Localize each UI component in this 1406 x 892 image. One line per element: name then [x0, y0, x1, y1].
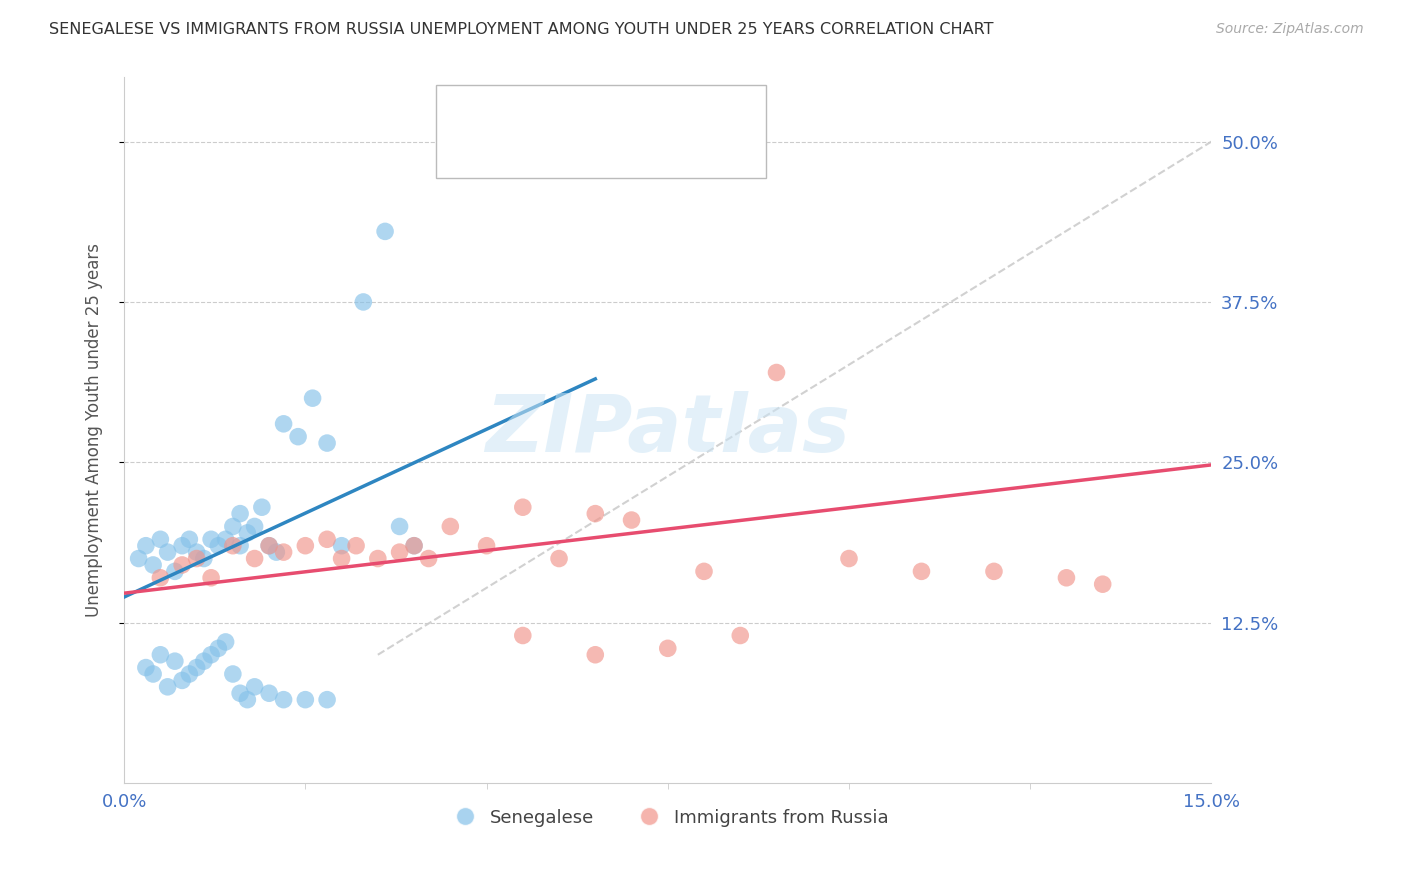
- Point: [1091, 577, 1114, 591]
- Point: [222, 519, 245, 533]
- Point: [730, 628, 752, 642]
- Point: [193, 654, 215, 668]
- Point: [135, 660, 157, 674]
- Point: [418, 551, 440, 566]
- Text: SENEGALESE VS IMMIGRANTS FROM RUSSIA UNEMPLOYMENT AMONG YOUTH UNDER 25 YEARS COR: SENEGALESE VS IMMIGRANTS FROM RUSSIA UNE…: [49, 22, 994, 37]
- Point: [236, 525, 259, 540]
- Point: [388, 519, 411, 533]
- Point: [620, 513, 643, 527]
- Point: [475, 539, 498, 553]
- Point: [266, 545, 288, 559]
- Point: [257, 539, 280, 553]
- Point: [179, 533, 201, 547]
- Text: ●: ●: [461, 156, 479, 176]
- Point: [838, 551, 860, 566]
- Text: ●: ●: [461, 101, 479, 120]
- Y-axis label: Unemployment Among Youth under 25 years: Unemployment Among Youth under 25 years: [86, 244, 103, 617]
- Point: [163, 565, 186, 579]
- Point: [374, 224, 396, 238]
- Point: [172, 673, 194, 688]
- Text: N =: N =: [609, 161, 661, 178]
- Text: ZIPatlas: ZIPatlas: [485, 392, 851, 469]
- Point: [548, 551, 571, 566]
- Point: [200, 648, 222, 662]
- Point: [186, 545, 208, 559]
- Point: [367, 551, 389, 566]
- Point: [388, 545, 411, 559]
- Point: [172, 539, 194, 553]
- Point: [128, 551, 150, 566]
- Point: [156, 545, 179, 559]
- Text: 0.506: 0.506: [543, 105, 605, 124]
- Point: [243, 551, 266, 566]
- Point: [404, 539, 426, 553]
- Point: [257, 686, 280, 700]
- Text: R =: R =: [492, 105, 531, 123]
- Point: [512, 628, 534, 642]
- Point: [222, 539, 245, 553]
- Point: [200, 533, 222, 547]
- Point: [765, 366, 787, 380]
- Point: [172, 558, 194, 572]
- Point: [316, 692, 339, 706]
- Point: [142, 667, 165, 681]
- Point: [243, 680, 266, 694]
- Text: Source: ZipAtlas.com: Source: ZipAtlas.com: [1216, 22, 1364, 37]
- Point: [257, 539, 280, 553]
- Point: [149, 533, 172, 547]
- Point: [207, 539, 229, 553]
- Text: 33: 33: [675, 161, 702, 179]
- Point: [186, 660, 208, 674]
- Point: [243, 519, 266, 533]
- Point: [207, 641, 229, 656]
- Point: [250, 500, 273, 515]
- Point: [163, 654, 186, 668]
- Point: [657, 641, 679, 656]
- Point: [301, 391, 323, 405]
- Text: 50: 50: [675, 105, 702, 124]
- Point: [273, 545, 295, 559]
- Point: [294, 692, 316, 706]
- Point: [439, 519, 461, 533]
- Point: [294, 539, 316, 553]
- Point: [330, 551, 353, 566]
- Point: [330, 539, 353, 553]
- Point: [186, 551, 208, 566]
- Point: [214, 635, 236, 649]
- Point: [193, 551, 215, 566]
- Point: [179, 667, 201, 681]
- Point: [273, 417, 295, 431]
- Point: [149, 648, 172, 662]
- Point: [583, 648, 606, 662]
- Point: [983, 565, 1005, 579]
- Point: [316, 533, 339, 547]
- Point: [352, 295, 374, 310]
- Point: [316, 436, 339, 450]
- Point: [583, 507, 606, 521]
- Text: 0.425: 0.425: [543, 161, 605, 179]
- Legend: Senegalese, Immigrants from Russia: Senegalese, Immigrants from Russia: [440, 802, 896, 834]
- Point: [273, 692, 295, 706]
- Point: [693, 565, 716, 579]
- Point: [344, 539, 367, 553]
- Point: [214, 533, 236, 547]
- Point: [229, 539, 252, 553]
- Point: [512, 500, 534, 515]
- Point: [1054, 571, 1077, 585]
- Point: [404, 539, 426, 553]
- Point: [135, 539, 157, 553]
- Point: [229, 686, 252, 700]
- Point: [910, 565, 932, 579]
- Point: [236, 692, 259, 706]
- Text: R =: R =: [492, 161, 531, 178]
- Point: [222, 667, 245, 681]
- Text: N =: N =: [609, 105, 661, 123]
- Point: [149, 571, 172, 585]
- Point: [156, 680, 179, 694]
- Point: [287, 430, 309, 444]
- Point: [142, 558, 165, 572]
- Point: [200, 571, 222, 585]
- Point: [229, 507, 252, 521]
